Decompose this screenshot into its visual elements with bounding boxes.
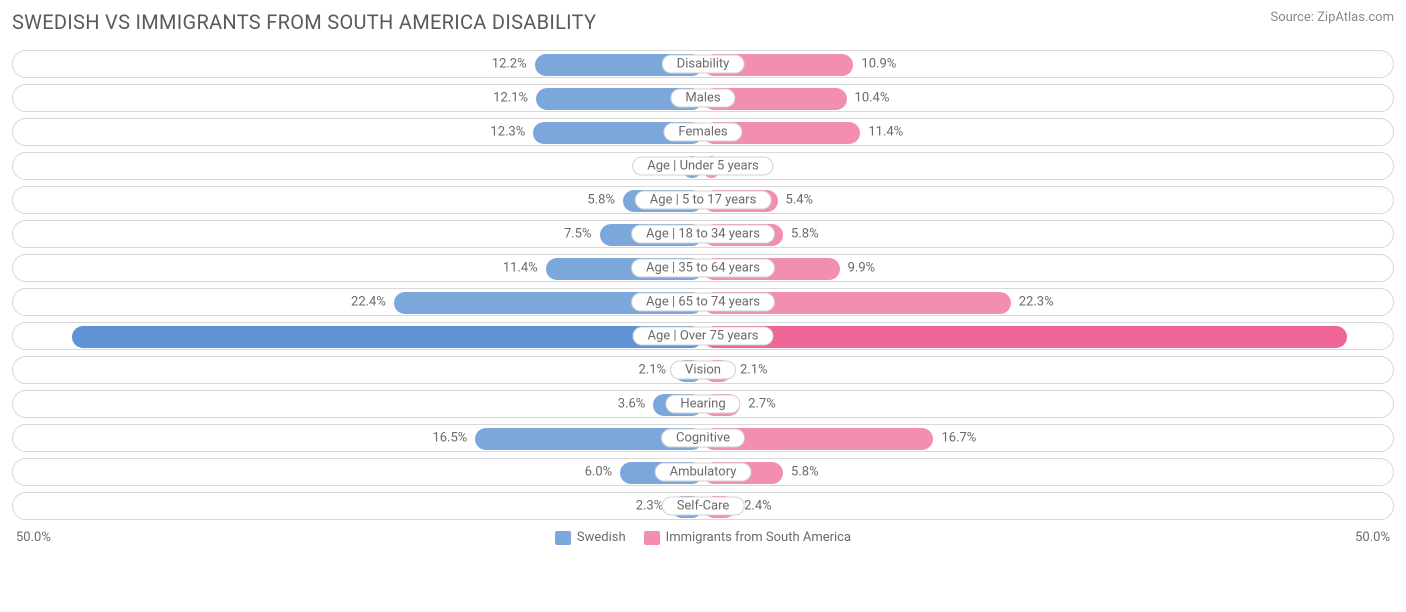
value-left: 12.2% xyxy=(492,57,527,72)
value-left: 22.4% xyxy=(351,295,386,310)
chart-row: 12.2% 10.9% Disability xyxy=(12,50,1394,78)
value-left: 45.7% xyxy=(21,329,56,344)
axis-right-max: 50.0% xyxy=(1355,530,1390,545)
value-right: 5.8% xyxy=(791,465,819,480)
legend-label-right: Immigrants from South America xyxy=(666,530,851,545)
chart-row: 6.0% 5.8% Ambulatory xyxy=(12,458,1394,486)
chart-container: SWEDISH VS IMMIGRANTS FROM SOUTH AMERICA… xyxy=(0,0,1406,555)
chart-row: 12.3% 11.4% Females xyxy=(12,118,1394,146)
chart-row: 1.6%1.2%Age | Under 5 years xyxy=(12,152,1394,180)
value-right: 9.9% xyxy=(848,261,876,276)
value-left: 11.4% xyxy=(503,261,538,276)
value-right: 5.4% xyxy=(786,193,814,208)
chart-row: 2.1% 2.1% Vision xyxy=(12,356,1394,384)
legend-item-right: Immigrants from South America xyxy=(644,530,851,545)
chart-footer: 50.0% Swedish Immigrants from South Amer… xyxy=(12,530,1394,545)
value-right: 2.7% xyxy=(748,397,776,412)
chart-row: 11.4% 9.9% Age | 35 to 64 years xyxy=(12,254,1394,282)
category-label: Males xyxy=(670,89,735,108)
category-label: Age | Under 5 years xyxy=(632,157,773,176)
category-label: Cognitive xyxy=(661,429,745,448)
axis-left-max: 50.0% xyxy=(16,530,51,545)
category-label: Age | Over 75 years xyxy=(633,327,774,346)
value-right: 2.4% xyxy=(744,499,772,514)
category-label: Disability xyxy=(662,55,745,74)
header: SWEDISH VS IMMIGRANTS FROM SOUTH AMERICA… xyxy=(12,10,1394,34)
chart-row: 3.6% 2.7% Hearing xyxy=(12,390,1394,418)
bar-right xyxy=(703,326,1347,348)
chart-row: 7.5% 5.8% Age | 18 to 34 years xyxy=(12,220,1394,248)
category-label: Age | 65 to 74 years xyxy=(631,293,775,312)
value-left: 2.3% xyxy=(636,499,664,514)
chart-title: SWEDISH VS IMMIGRANTS FROM SOUTH AMERICA… xyxy=(12,10,596,34)
value-left: 2.1% xyxy=(638,363,666,378)
value-left: 12.3% xyxy=(490,125,525,140)
category-label: Age | 35 to 64 years xyxy=(631,259,775,278)
category-label: Age | 5 to 17 years xyxy=(635,191,772,210)
value-right: 46.7% xyxy=(1350,329,1385,344)
value-left: 6.0% xyxy=(585,465,613,480)
chart-rows: 12.2% 10.9% Disability 12.1% 10.4% Males 12.3%… xyxy=(12,50,1394,520)
category-label: Females xyxy=(663,123,742,142)
value-right: 10.4% xyxy=(855,91,890,106)
value-right: 2.1% xyxy=(740,363,768,378)
legend: Swedish Immigrants from South America xyxy=(555,530,851,545)
value-right: 16.7% xyxy=(941,431,976,446)
value-left: 16.5% xyxy=(432,431,467,446)
chart-row: 16.5% 16.7% Cognitive xyxy=(12,424,1394,452)
category-label: Hearing xyxy=(665,395,740,414)
value-left: 3.6% xyxy=(618,397,646,412)
category-label: Vision xyxy=(670,361,736,380)
value-right: 5.8% xyxy=(791,227,819,242)
legend-item-left: Swedish xyxy=(555,530,626,545)
category-label: Ambulatory xyxy=(655,463,752,482)
chart-row: 45.7% 46.7% Age | Over 75 years xyxy=(12,322,1394,350)
legend-swatch-left xyxy=(555,531,571,545)
category-label: Age | 18 to 34 years xyxy=(631,225,775,244)
bar-left xyxy=(72,326,703,348)
value-right: 10.9% xyxy=(861,57,896,72)
legend-label-left: Swedish xyxy=(577,530,626,545)
chart-source: Source: ZipAtlas.com xyxy=(1270,10,1394,25)
value-left: 5.8% xyxy=(587,193,615,208)
category-label: Self-Care xyxy=(662,497,745,516)
chart-row: 2.3% 2.4%Self-Care xyxy=(12,492,1394,520)
chart-row: 12.1% 10.4% Males xyxy=(12,84,1394,112)
legend-swatch-right xyxy=(644,531,660,545)
value-right: 22.3% xyxy=(1019,295,1054,310)
chart-row: 5.8% 5.4% Age | 5 to 17 years xyxy=(12,186,1394,214)
value-right: 11.4% xyxy=(868,125,903,140)
value-left: 12.1% xyxy=(493,91,528,106)
value-left: 7.5% xyxy=(564,227,592,242)
chart-row: 22.4% 22.3% Age | 65 to 74 years xyxy=(12,288,1394,316)
